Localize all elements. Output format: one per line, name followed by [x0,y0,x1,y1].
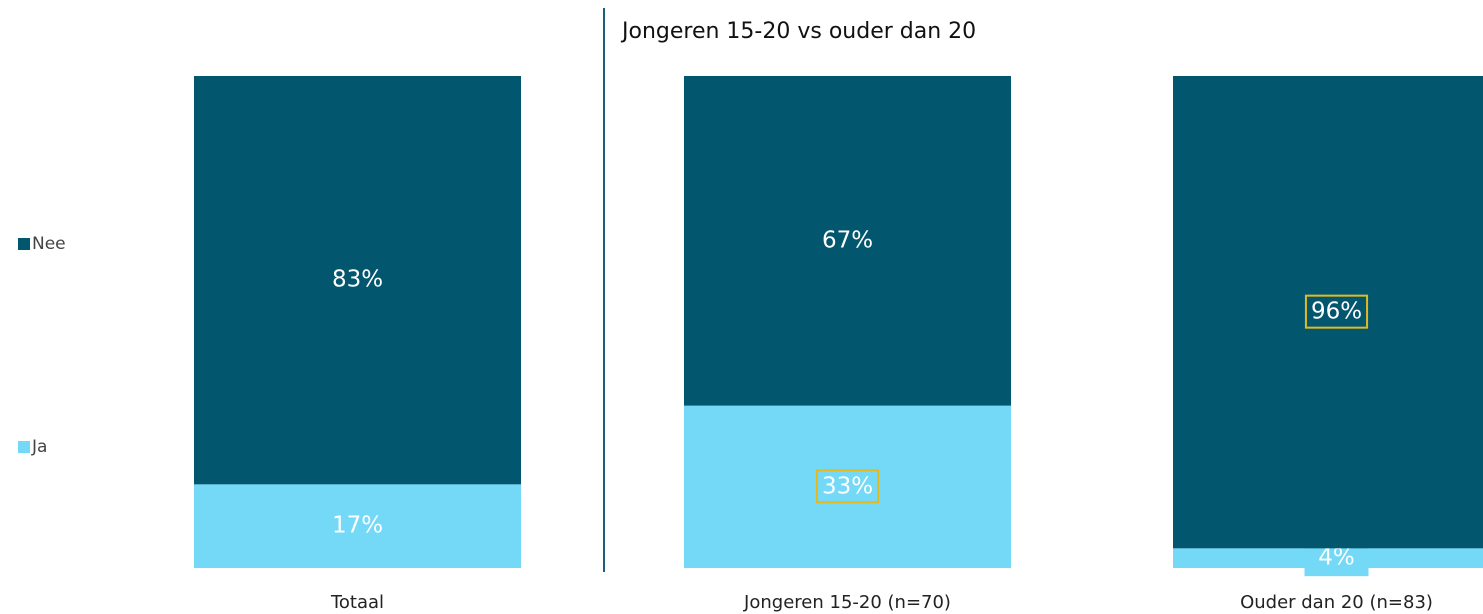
value-label: 17% [332,513,383,539]
value-label: 83% [332,267,383,293]
legend-swatch [18,441,30,453]
x-tick-label: Ouder dan 20 (n=83) [1240,592,1433,613]
value-label: 96% [1311,299,1362,325]
highlight-box [815,469,880,504]
legend-label: Nee [32,234,66,254]
bar-segment [194,484,521,568]
bar-segment [1173,76,1483,549]
chart-title: Jongeren 15-20 vs ouder dan 20 [620,19,976,44]
x-tick-label: Jongeren 15-20 (n=70) [743,592,951,613]
value-label: 67% [822,227,873,253]
bar-segment [684,405,1011,568]
legend-label: Ja [31,437,47,457]
legend-swatch [18,238,30,250]
bar-segment [194,76,521,485]
value-label: 4% [1318,545,1355,571]
x-tick-label: Totaal [330,592,384,613]
value-label: 33% [822,473,873,499]
highlight-box [1304,294,1369,329]
bar-segment [684,76,1011,406]
